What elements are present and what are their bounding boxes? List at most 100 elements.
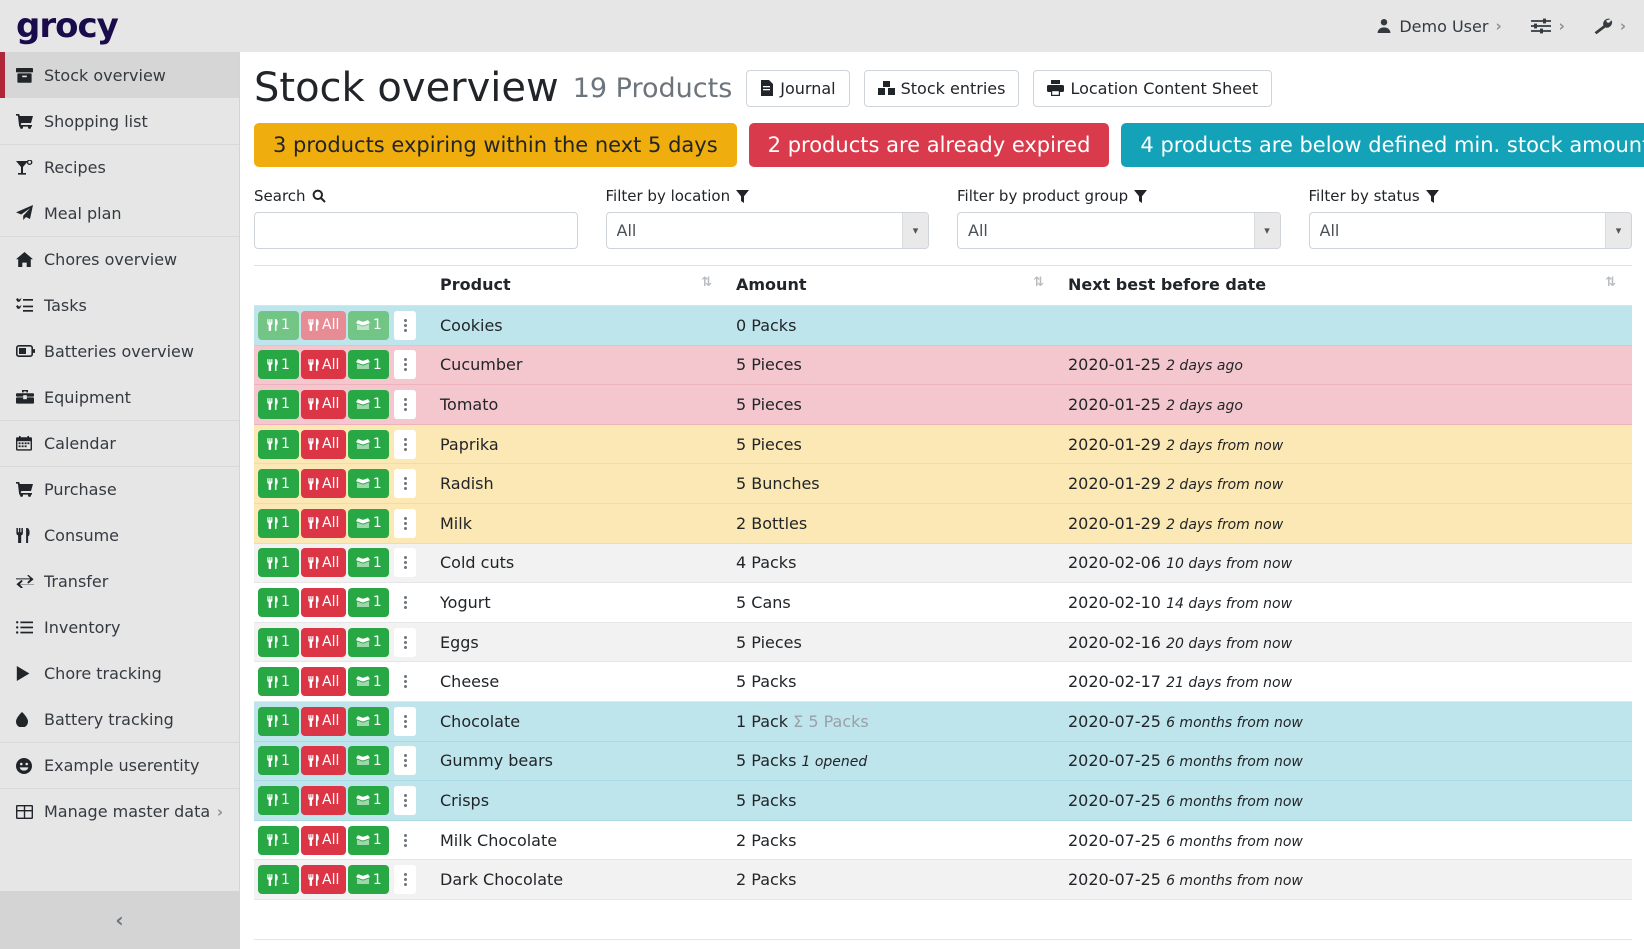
badge-expiring-soon[interactable]: 3 products expiring within the next 5 da… [254,123,737,167]
table-row[interactable]: 1 All 1 Cookies 0 Packs [254,305,1632,346]
column-next-best-before-date[interactable]: Next best before date ⇅ [1060,265,1632,306]
status-select[interactable]: All [1308,212,1632,249]
kebab-menu-icon[interactable] [394,469,417,499]
table-row[interactable]: 1 All 1 Dark Chocolate 2 Packs 2020-07-25 6 m… [254,859,1632,900]
consume-all-button[interactable]: All [301,865,347,895]
consume-one-button[interactable]: 1 [258,469,299,499]
kebab-menu-icon[interactable] [394,865,417,895]
open-product-button[interactable]: 1 [348,667,390,697]
product-group-select[interactable]: All [957,212,1281,249]
table-row[interactable]: 1 All 1 Tomato 5 Pieces 2020-01-25 2 days ago [254,384,1632,425]
column-product[interactable]: Product ⇅ [432,265,728,306]
kebab-menu-icon[interactable] [394,429,417,459]
location-select[interactable]: All [605,212,929,249]
consume-one-button[interactable]: 1 [258,667,299,697]
sidebar-item-calendar[interactable]: Calendar [0,420,239,466]
sidebar-item-purchase[interactable]: Purchase [0,466,239,512]
kebab-menu-icon[interactable] [394,389,417,419]
kebab-menu-icon[interactable] [394,667,417,697]
sidebar-item-manage-master-data[interactable]: Manage master data › [0,788,239,834]
sidebar-item-equipment[interactable]: Equipment [0,374,239,420]
open-product-button[interactable]: 1 [348,350,390,380]
search-input[interactable] [254,212,578,249]
consume-one-button[interactable]: 1 [258,865,299,895]
table-row[interactable]: 1 All 1 Milk Chocolate 2 Packs 2020-07-25 6 m… [254,820,1632,861]
table-row[interactable]: 1 All 1 Radish 5 Bunches 2020-01-29 2 days fr… [254,463,1632,504]
sort-icon[interactable]: ⇅ [1033,275,1044,290]
open-product-button[interactable]: 1 [348,746,390,776]
open-product-button[interactable]: 1 [348,548,390,578]
sidebar-item-inventory[interactable]: Inventory [0,604,239,650]
badge-already-expired[interactable]: 2 products are already expired [748,123,1110,167]
table-row[interactable]: 1 All 1 Crisps 5 Packs 2020-07-25 6 months fr… [254,780,1632,821]
consume-one-button[interactable]: 1 [258,825,299,855]
consume-one-button[interactable]: 1 [258,785,299,815]
sidebar-item-meal-plan[interactable]: Meal plan [0,190,239,236]
badge-below-min-stock[interactable]: 4 products are below defined min. stock … [1121,123,1644,167]
kebab-menu-icon[interactable] [394,825,417,855]
app-logo[interactable]: grocy [16,6,119,46]
open-product-button[interactable]: 1 [348,508,390,538]
table-row[interactable]: 1 All 1 Gummy bears 5 Packs 1 opened 2020-07-… [254,741,1632,782]
open-product-button[interactable]: 1 [348,587,390,617]
topnav-settings[interactable]: › [1530,17,1565,35]
consume-one-button[interactable]: 1 [258,706,299,736]
consume-all-button[interactable]: All [301,706,347,736]
consume-all-button[interactable]: All [301,667,347,697]
consume-all-button[interactable]: All [301,587,347,617]
sort-icon[interactable]: ⇅ [701,275,712,290]
open-product-button[interactable]: 1 [348,825,390,855]
table-row[interactable]: 1 All 1 Cucumber 5 Pieces 2020-01-25 2 days a… [254,345,1632,386]
consume-one-button[interactable]: 1 [258,746,299,776]
consume-all-button[interactable]: All [301,508,347,538]
consume-all-button[interactable]: All [301,785,347,815]
table-row[interactable]: 1 All 1 Yogurt 5 Cans 2020-02-10 14 days from… [254,582,1632,623]
sidebar-item-tasks[interactable]: Tasks [0,282,239,328]
open-product-button[interactable]: 1 [348,310,390,340]
open-product-button[interactable]: 1 [348,706,390,736]
sidebar-item-stock-overview[interactable]: Stock overview [0,52,239,98]
sidebar-item-consume[interactable]: Consume [0,512,239,558]
kebab-menu-icon[interactable] [394,627,417,657]
topnav-demo-user[interactable]: Demo User › [1376,17,1502,36]
consume-one-button[interactable]: 1 [258,389,299,419]
consume-one-button[interactable]: 1 [258,508,299,538]
table-row[interactable]: 1 All 1 Paprika 5 Pieces 2020-01-29 2 days fr… [254,424,1632,465]
consume-all-button[interactable]: All [301,548,347,578]
consume-one-button[interactable]: 1 [258,350,299,380]
sidebar-item-chores-overview[interactable]: Chores overview [0,236,239,282]
consume-all-button[interactable]: All [301,389,347,419]
consume-one-button[interactable]: 1 [258,627,299,657]
open-product-button[interactable]: 1 [348,627,390,657]
kebab-menu-icon[interactable] [394,746,417,776]
table-row[interactable]: 1 All 1 Cheese 5 Packs 2020-02-17 21 days fro… [254,661,1632,702]
open-product-button[interactable]: 1 [348,389,390,419]
topnav-tools[interactable]: › [1593,17,1626,35]
consume-one-button[interactable]: 1 [258,587,299,617]
kebab-menu-icon[interactable] [394,508,417,538]
sidebar-item-transfer[interactable]: Transfer [0,558,239,604]
consume-one-button[interactable]: 1 [258,310,299,340]
kebab-menu-icon[interactable] [394,310,417,340]
kebab-menu-icon[interactable] [394,785,417,815]
sort-icon[interactable]: ⇅ [1605,275,1616,290]
stock-entries-button[interactable]: Stock entries [863,69,1020,107]
consume-all-button[interactable]: All [301,469,347,499]
sidebar-item-batteries-overview[interactable]: Batteries overview [0,328,239,374]
kebab-menu-icon[interactable] [394,706,417,736]
consume-all-button[interactable]: All [301,310,347,340]
table-row[interactable]: 1 All 1 Chocolate 1 Pack Σ 5 Packs 2020-07-25… [254,701,1632,742]
consume-all-button[interactable]: All [301,746,347,776]
journal-button[interactable]: Journal [746,69,850,107]
consume-all-button[interactable]: All [301,429,347,459]
table-row[interactable] [254,899,1632,940]
sidebar-item-chore-tracking[interactable]: Chore tracking [0,650,239,696]
sidebar-item-battery-tracking[interactable]: Battery tracking [0,696,239,742]
open-product-button[interactable]: 1 [348,865,390,895]
table-row[interactable]: 1 All 1 Cold cuts 4 Packs 2020-02-06 10 days … [254,543,1632,584]
column-amount[interactable]: Amount ⇅ [728,265,1060,306]
open-product-button[interactable]: 1 [348,429,390,459]
table-row[interactable]: 1 All 1 Eggs 5 Pieces 2020-02-16 20 days from… [254,622,1632,663]
consume-one-button[interactable]: 1 [258,429,299,459]
location-content-sheet-button[interactable]: Location Content Sheet [1033,69,1273,107]
